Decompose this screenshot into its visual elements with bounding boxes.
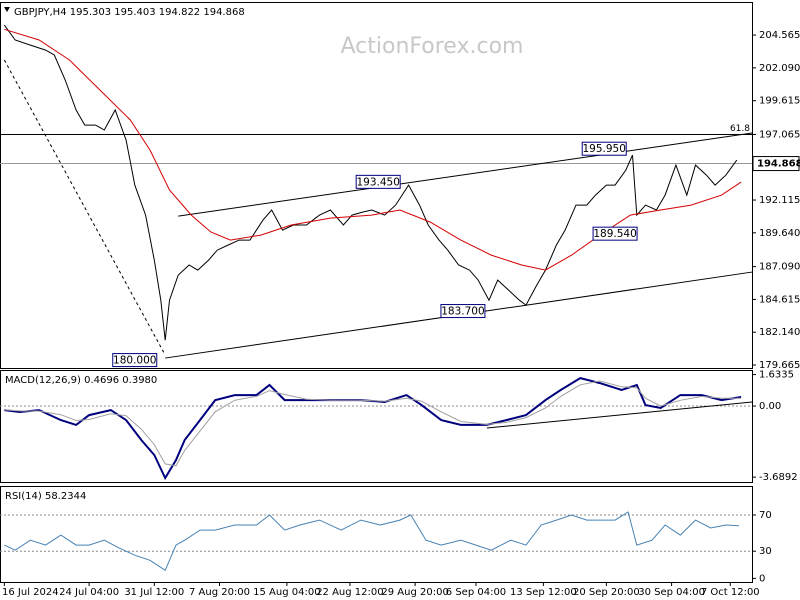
panel-title: GBPJPY,H4 195.303 195.403 194.822 194.86… [14,7,245,18]
y-tick-label: 192.115 [759,195,800,206]
series-line [4,28,742,271]
y-tick-label: 187.090 [759,262,800,273]
y-tick-label: 184.615 [759,294,800,305]
panel-frame [0,370,753,483]
trendline [3,59,166,356]
y-tick-label: 30 [759,546,772,557]
x-tick-label: 7 Oct 12:00 [701,587,760,598]
series-line [4,511,740,572]
y-tick-label: 182.140 [759,327,800,338]
annotation-label: 189.540 [593,228,636,240]
watermark: ActionForex.com [341,34,524,59]
y-tick-label: -3.6892 [759,472,798,483]
series-line [3,24,738,341]
x-tick-label: 22 Aug 12:00 [316,587,383,598]
annotation-label: 180.000 [113,355,156,367]
x-tick-label: 7 Aug 20:00 [189,587,250,598]
x-tick-label: 13 Sep 12:00 [510,587,577,598]
current-price-label: 194.868 [757,159,800,170]
trendline [486,401,753,429]
y-tick-label: 199.615 [759,96,800,107]
y-tick-label: 204.565 [759,30,800,41]
fib-label: 61.8 [730,124,750,134]
panel-title: RSI(14) 58.2344 [5,491,86,502]
y-tick-label: 0.00 [759,401,781,412]
annotation-box [592,226,638,241]
annotation-box [440,304,486,319]
y-tick-label: 70 [759,510,772,521]
y-tick-label: 197.065 [759,129,800,140]
trendline [178,132,753,217]
annotation-box [581,141,627,156]
x-tick-label: 31 Jul 12:00 [124,587,184,598]
x-tick-label: 24 Jul 04:00 [59,587,119,598]
panel-frame [0,2,753,369]
annotation-box [355,174,401,189]
x-tick-label: 29 Aug 20:00 [381,587,448,598]
x-tick-label: 16 Jul 2024 [2,587,59,598]
x-tick-label: 15 Aug 04:00 [253,587,320,598]
panel-title: MACD(12,26,9) 0.4696 0.3980 [5,375,157,386]
x-tick-label: 20 Sep 20:00 [573,587,640,598]
y-tick-label: 202.090 [759,63,800,74]
y-tick-label: 189.640 [759,228,800,239]
annotation-label: 183.700 [441,306,484,318]
y-tick-label: 1.6335 [759,370,794,381]
series-line [4,380,742,467]
current-price-box [752,156,800,172]
x-tick-label: 30 Sep 04:00 [638,587,705,598]
y-tick-label: 0 [759,573,765,584]
x-tick-label: 6 Sep 04:00 [446,587,506,598]
annotation-box [112,353,158,368]
panel-frame [0,486,753,583]
annotation-label: 195.950 [582,143,625,155]
y-tick-label: 179.665 [759,360,800,371]
title-marker [4,7,10,12]
annotation-label: 193.450 [356,176,399,188]
